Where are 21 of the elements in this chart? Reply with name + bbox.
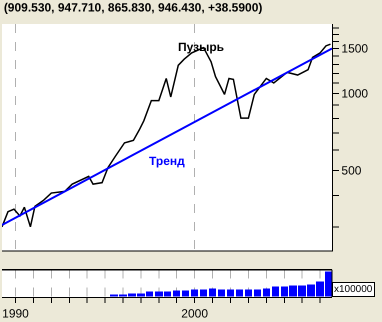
bar bbox=[218, 290, 225, 297]
text: x100000 bbox=[334, 284, 373, 295]
bar bbox=[236, 290, 243, 297]
bar bbox=[254, 290, 261, 297]
y-tick-label: 1000 bbox=[341, 86, 368, 101]
bar bbox=[263, 288, 270, 297]
y-tick-label: 500 bbox=[341, 164, 362, 178]
bar bbox=[200, 290, 207, 297]
bar bbox=[272, 286, 279, 297]
x-tick-label: 1990 bbox=[2, 306, 30, 320]
bar bbox=[227, 290, 234, 297]
bar bbox=[173, 290, 180, 297]
y-tick-label: 1500 bbox=[341, 42, 368, 56]
bar bbox=[209, 288, 216, 297]
bar bbox=[182, 290, 189, 297]
x-tick-label: 2000 bbox=[181, 306, 208, 320]
bar bbox=[191, 290, 198, 297]
chart-title: (909.530, 947.710, 865.830, 946.430, +38.5900) bbox=[4, 0, 262, 15]
bar bbox=[245, 290, 252, 297]
annotation: Пузырь bbox=[178, 40, 224, 54]
series-label: Тренд bbox=[149, 154, 186, 168]
